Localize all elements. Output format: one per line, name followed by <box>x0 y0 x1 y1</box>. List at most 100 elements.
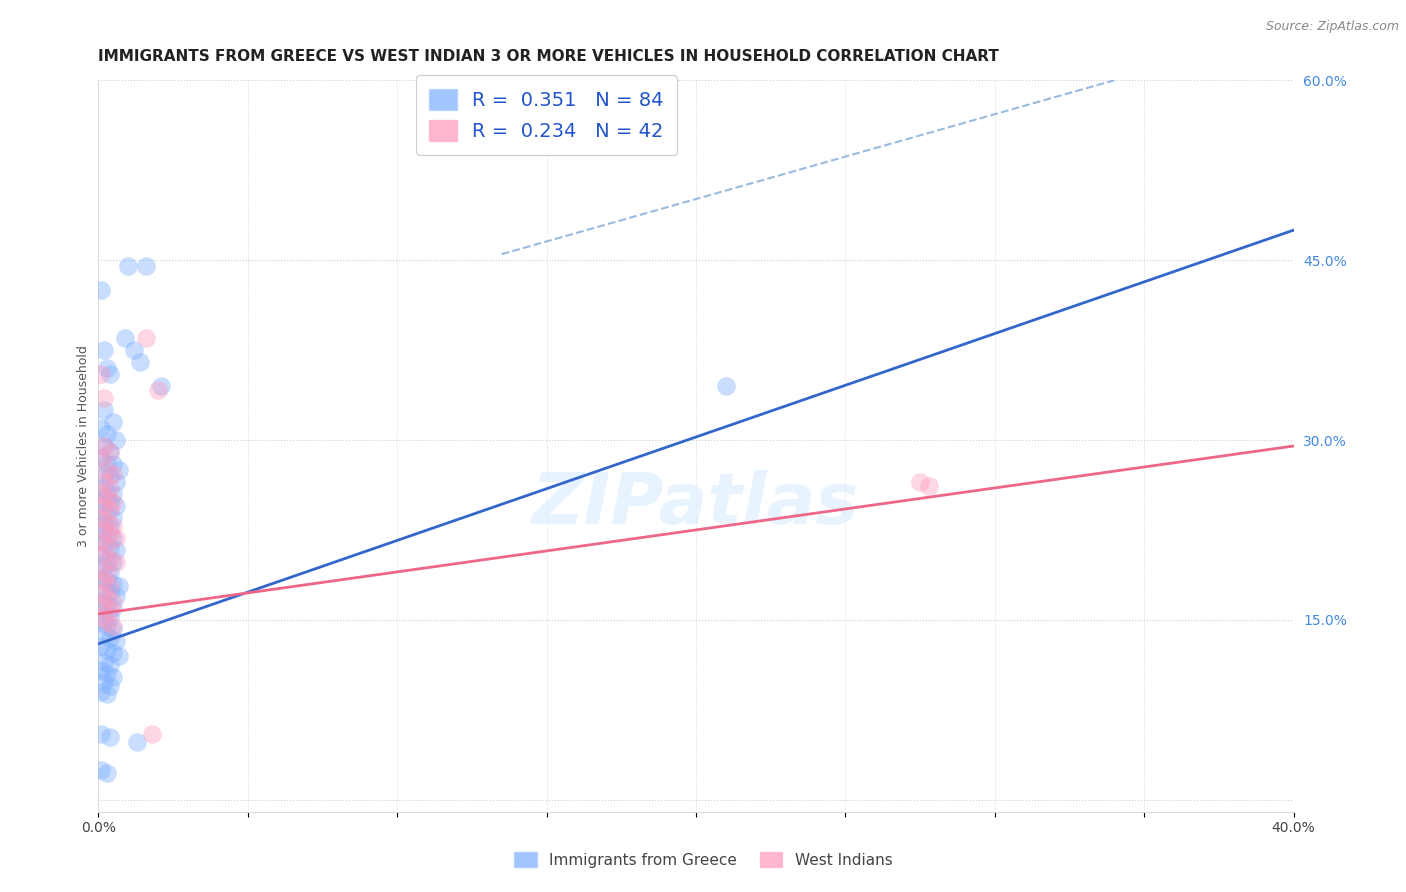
Point <box>150 379 173 393</box>
Point <box>96 529 118 543</box>
Point <box>90 610 112 624</box>
Point <box>96 666 118 681</box>
Point <box>105 589 128 603</box>
Point <box>93 492 115 507</box>
Point <box>96 615 118 630</box>
Point <box>103 647 125 661</box>
Point <box>96 643 118 657</box>
Point <box>90 421 112 435</box>
Point <box>90 481 112 495</box>
Point <box>90 562 112 576</box>
Point <box>98 579 122 593</box>
Point <box>93 469 115 483</box>
Point <box>93 599 115 613</box>
Point <box>98 610 122 624</box>
Legend: Immigrants from Greece, West Indians: Immigrants from Greece, West Indians <box>506 844 900 875</box>
Point <box>114 331 136 345</box>
Text: Source: ZipAtlas.com: Source: ZipAtlas.com <box>1265 20 1399 33</box>
Point <box>103 555 125 569</box>
Point <box>96 567 118 582</box>
Point <box>103 519 125 533</box>
Point <box>93 535 115 549</box>
Point <box>96 463 118 477</box>
Text: IMMIGRANTS FROM GREECE VS WEST INDIAN 3 OR MORE VEHICLES IN HOUSEHOLD CORRELATIO: IMMIGRANTS FROM GREECE VS WEST INDIAN 3 … <box>98 49 1000 64</box>
Point <box>93 516 115 531</box>
Point <box>93 574 115 589</box>
Point <box>93 582 115 597</box>
Point <box>90 511 112 525</box>
Point <box>93 439 115 453</box>
Point <box>90 367 112 381</box>
Point <box>103 495 125 509</box>
Point <box>103 511 125 525</box>
Point <box>90 663 112 677</box>
Point <box>103 457 125 471</box>
Point <box>103 532 125 546</box>
Point <box>141 727 163 741</box>
Point <box>93 627 115 641</box>
Point <box>98 631 122 645</box>
Point <box>98 495 122 509</box>
Point <box>98 526 122 541</box>
Point <box>90 547 112 561</box>
Point <box>93 343 115 357</box>
Point <box>98 603 122 617</box>
Point <box>135 259 157 273</box>
Point <box>98 445 122 459</box>
Point <box>96 687 118 701</box>
Point <box>93 403 115 417</box>
Point <box>105 543 128 558</box>
Point <box>127 735 149 749</box>
Point <box>103 577 125 591</box>
Point <box>103 595 125 609</box>
Point <box>103 487 125 501</box>
Y-axis label: 3 or more Vehicles in Household: 3 or more Vehicles in Household <box>77 345 90 547</box>
Point <box>105 499 128 513</box>
Point <box>98 731 122 745</box>
Point <box>98 367 122 381</box>
Point <box>90 505 112 519</box>
Point <box>93 675 115 690</box>
Point <box>98 658 122 673</box>
Point <box>98 565 122 579</box>
Point <box>93 607 115 621</box>
Point <box>103 670 125 684</box>
Point <box>93 439 115 453</box>
Legend: R =  0.351   N = 84, R =  0.234   N = 42: R = 0.351 N = 84, R = 0.234 N = 42 <box>416 75 678 154</box>
Point <box>135 331 157 345</box>
Point <box>93 547 115 561</box>
Point <box>103 600 125 615</box>
Point <box>98 469 122 483</box>
Point <box>90 535 112 549</box>
Point <box>714 379 737 393</box>
Point <box>129 355 152 369</box>
Point <box>96 599 118 613</box>
Point <box>90 450 112 465</box>
Point <box>90 450 112 465</box>
Point <box>90 615 112 630</box>
Point <box>98 541 122 555</box>
Point <box>96 766 118 780</box>
Point <box>90 571 112 585</box>
Point <box>148 383 170 397</box>
Text: ZIPatlas: ZIPatlas <box>533 470 859 539</box>
Point <box>93 558 115 573</box>
Point <box>90 595 112 609</box>
Point <box>96 427 118 442</box>
Point <box>98 445 122 459</box>
Point <box>93 499 115 513</box>
Point <box>93 391 115 405</box>
Point <box>105 634 128 648</box>
Point <box>90 685 112 699</box>
Point <box>96 508 118 522</box>
Point <box>96 361 118 376</box>
Point <box>98 586 122 600</box>
Point <box>117 259 139 273</box>
Point <box>93 523 115 537</box>
Point <box>96 487 118 501</box>
Point <box>90 586 112 600</box>
Point <box>103 623 125 637</box>
Point <box>96 591 118 606</box>
Point <box>98 679 122 693</box>
Point <box>96 457 118 471</box>
